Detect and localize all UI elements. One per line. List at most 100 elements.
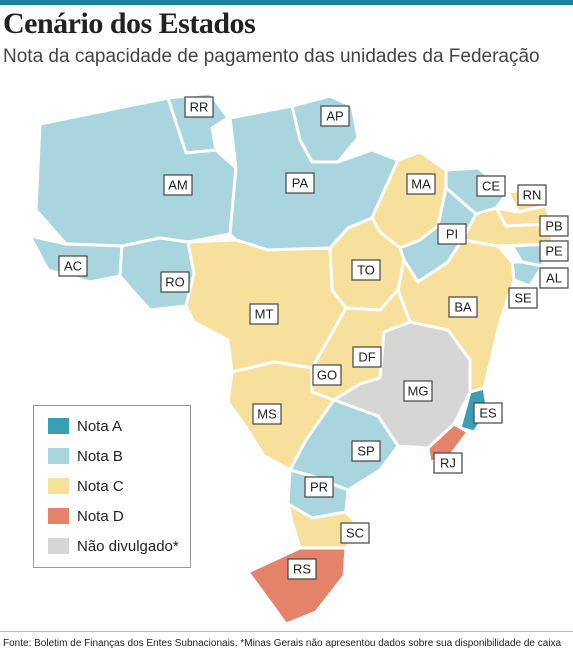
state-label-box-mg	[403, 380, 433, 402]
legend-item-nota-b: Nota B	[48, 446, 123, 466]
state-se	[510, 260, 544, 288]
state-code-rr: RR	[190, 100, 209, 115]
state-code-pe: PE	[545, 244, 563, 259]
state-label-box-ba	[448, 296, 478, 318]
state-label-rj: RJ	[433, 452, 463, 474]
state-label-ma: MA	[406, 173, 436, 195]
state-label-go: GO	[312, 364, 342, 386]
state-am	[34, 96, 238, 248]
state-label-box-ms	[252, 403, 282, 425]
legend-item-nao-divulgado: Não divulgado*	[48, 536, 179, 556]
page-title: Cenário dos Estados	[3, 7, 256, 40]
legend-swatch-b	[48, 448, 69, 464]
state-label-ac: AC	[58, 255, 88, 277]
state-code-mg: MG	[408, 384, 429, 399]
state-label-sp: SP	[351, 440, 381, 462]
brazil-states-map: RR AP AM PA MA CE RN PB PE AL SE PI AC RO TO BA MT DF GO MG…	[28, 91, 569, 626]
state-label-se: SE	[508, 287, 538, 309]
state-label-ce: CE	[476, 175, 506, 197]
state-label-es: ES	[473, 402, 503, 424]
state-code-sp: SP	[357, 444, 374, 459]
state-label-box-df	[352, 346, 382, 368]
state-label-box-es	[473, 402, 503, 424]
source-note: Fonte: Boletim de Finanças dos Entes Sub…	[3, 638, 562, 649]
state-code-ce: CE	[482, 179, 500, 194]
state-label-pe: PE	[539, 240, 569, 262]
state-label-box-go	[312, 364, 342, 386]
state-label-box-al	[539, 267, 569, 289]
state-label-box-ma	[406, 173, 436, 195]
state-label-box-mt	[249, 303, 279, 325]
state-code-am: AM	[168, 178, 188, 193]
state-code-ap: AP	[326, 109, 343, 124]
state-label-rn: RN	[517, 184, 547, 206]
state-label-box-ap	[320, 105, 350, 127]
state-label-box-ce	[476, 175, 506, 197]
state-label-pa: PA	[285, 172, 315, 194]
state-code-al: AL	[546, 271, 562, 286]
state-label-box-ac	[58, 255, 88, 277]
state-label-box-pi	[437, 223, 467, 245]
state-code-ro: RO	[165, 275, 185, 290]
legend-label-c: Nota C	[77, 477, 124, 495]
legend-swatch-a	[48, 418, 69, 434]
legend-swatch-d	[48, 508, 69, 524]
state-label-df: DF	[352, 346, 382, 368]
state-label-box-am	[163, 174, 193, 196]
state-code-pr: PR	[310, 480, 328, 495]
page-subtitle: Nota da capacidade de pagamento das unid…	[3, 46, 540, 67]
state-label-box-sc	[340, 522, 370, 544]
legend-label-n: Não divulgado*	[77, 537, 179, 555]
state-code-ac: AC	[64, 259, 82, 274]
state-code-pi: PI	[446, 227, 458, 242]
state-label-box-ro	[160, 271, 190, 293]
state-label-box-rj	[433, 452, 463, 474]
state-code-ms: MS	[257, 407, 277, 422]
state-label-box-pe	[539, 240, 569, 262]
state-label-to: TO	[351, 259, 381, 281]
legend-swatch-c	[48, 478, 69, 494]
state-label-rs: RS	[287, 558, 317, 580]
state-code-mt: MT	[255, 307, 274, 322]
state-code-sc: SC	[346, 526, 364, 541]
state-code-pb: PB	[545, 219, 562, 234]
state-code-es: ES	[479, 406, 497, 421]
map-legend: Nota A Nota B Nota C Nota D Não divulgad…	[33, 405, 191, 568]
state-label-al: AL	[539, 267, 569, 289]
state-label-box-rr	[184, 96, 214, 118]
legend-label-b: Nota B	[77, 447, 123, 465]
footer-divider	[0, 631, 573, 632]
state-label-mt: MT	[249, 303, 279, 325]
state-label-ap: AP	[320, 105, 350, 127]
legend-label-a: Nota A	[77, 417, 123, 435]
state-label-ro: RO	[160, 271, 190, 293]
state-label-pb: PB	[539, 215, 569, 237]
state-label-box-pa	[285, 172, 315, 194]
state-label-pi: PI	[437, 223, 467, 245]
state-code-rj: RJ	[440, 456, 456, 471]
state-code-pa: PA	[292, 176, 309, 191]
state-code-ma: MA	[411, 177, 431, 192]
state-label-box-se	[508, 287, 538, 309]
state-label-box-to	[351, 259, 381, 281]
legend-swatch-n	[48, 538, 69, 554]
legend-item-nota-c: Nota C	[48, 476, 124, 496]
state-code-rn: RN	[523, 188, 542, 203]
legend-label-d: Nota D	[77, 507, 124, 525]
state-label-sc: SC	[340, 522, 370, 544]
legend-item-nota-a: Nota A	[48, 416, 122, 436]
state-rs	[246, 546, 348, 626]
state-code-to: TO	[357, 263, 375, 278]
state-code-rs: RS	[293, 562, 311, 577]
state-code-df: DF	[358, 350, 375, 365]
state-label-box-rn	[517, 184, 547, 206]
state-code-ba: BA	[454, 300, 472, 315]
state-label-box-rs	[287, 558, 317, 580]
state-label-ms: MS	[252, 403, 282, 425]
state-label-mg: MG	[403, 380, 433, 402]
state-label-box-pr	[304, 476, 334, 498]
state-label-am: AM	[163, 174, 193, 196]
state-label-ba: BA	[448, 296, 478, 318]
state-label-pr: PR	[304, 476, 334, 498]
top-accent-bar	[0, 0, 573, 5]
